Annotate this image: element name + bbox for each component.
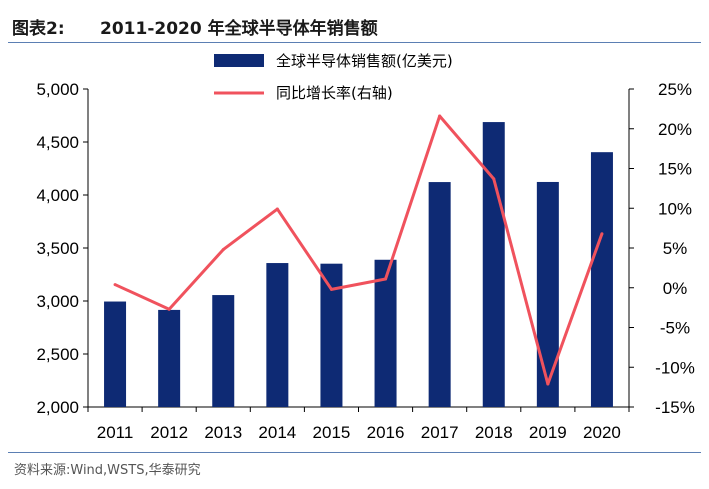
right-tick-label: 15%	[658, 160, 692, 179]
line-point	[113, 283, 117, 287]
bar	[590, 152, 613, 407]
x-tick-label: 2013	[204, 423, 242, 442]
bar	[104, 301, 127, 407]
bar	[212, 295, 235, 407]
left-tick-label: 4,000	[36, 186, 79, 205]
bar	[428, 182, 451, 407]
source-note: 资料来源:Wind,WSTS,华泰研究	[14, 463, 201, 478]
right-tick-label: 0%	[663, 279, 688, 298]
x-tick-label: 2012	[150, 423, 188, 442]
chart-title: 2011-2020 年全球半导体年销售额	[100, 19, 378, 39]
right-tick-label: 25%	[658, 80, 692, 99]
line-point	[600, 232, 604, 236]
legend-bar-label: 全球半导体销售额(亿美元)	[276, 52, 453, 70]
left-tick-label: 5,000	[36, 80, 79, 99]
right-tick-label: -10%	[655, 358, 695, 377]
right-tick-label: 5%	[663, 239, 688, 258]
right-tick-label: -15%	[655, 398, 695, 417]
bar	[374, 259, 397, 407]
right-tick-label: -5%	[660, 319, 690, 338]
x-tick-label: 2015	[313, 423, 351, 442]
left-tick-label: 3,000	[36, 292, 79, 311]
x-tick-label: 2014	[258, 423, 296, 442]
x-tick-label: 2011	[97, 423, 134, 442]
line-point	[329, 287, 333, 291]
x-axis-ticks: 2011 2012 2013 2014 2015 2016 2017 2018 2019 2020	[87, 407, 630, 442]
line-point	[167, 307, 171, 311]
legend-bar-swatch	[214, 54, 264, 67]
line-point	[438, 114, 442, 118]
line-point	[384, 277, 388, 281]
bottom-divider	[8, 452, 701, 453]
left-tick-label: 2,000	[36, 398, 79, 417]
line-series	[113, 114, 604, 386]
growth-rate-line	[114, 114, 604, 386]
right-tick-label: 20%	[658, 120, 692, 139]
legend-line-label: 同比增长率(右轴)	[276, 84, 393, 102]
line-point	[221, 248, 225, 252]
x-tick-label: 2016	[367, 423, 405, 442]
line-point	[546, 382, 550, 386]
right-axis-ticks: -15% -10% -5% 0% 5% 10% 15% 20% 25%	[629, 80, 695, 417]
left-tick-label: 2,500	[36, 345, 79, 364]
left-tick-label: 4,500	[36, 133, 79, 152]
bar-series	[104, 122, 613, 408]
bar	[158, 309, 181, 407]
x-tick-label: 2019	[529, 423, 567, 442]
line-point	[492, 177, 496, 181]
figure-header: 图表2: 2011-2020 年全球半导体年销售额	[8, 8, 701, 40]
bar	[536, 181, 559, 407]
x-tick-label: 2018	[475, 423, 513, 442]
right-tick-label: 10%	[658, 199, 692, 218]
x-tick-label: 2017	[421, 423, 459, 442]
legend: 全球半导体销售额(亿美元) 同比增长率(右轴)	[214, 52, 453, 102]
figure-label: 图表2:	[12, 19, 65, 39]
bar	[266, 263, 289, 407]
bar	[482, 122, 505, 408]
bar	[320, 263, 343, 407]
x-tick-label: 2020	[583, 423, 621, 442]
line-point	[275, 207, 279, 211]
left-axis-ticks: 2,000 2,500 3,000 3,500 4,000 4,500 5,000	[36, 80, 88, 417]
left-tick-label: 3,500	[36, 239, 79, 258]
top-divider	[8, 42, 701, 43]
